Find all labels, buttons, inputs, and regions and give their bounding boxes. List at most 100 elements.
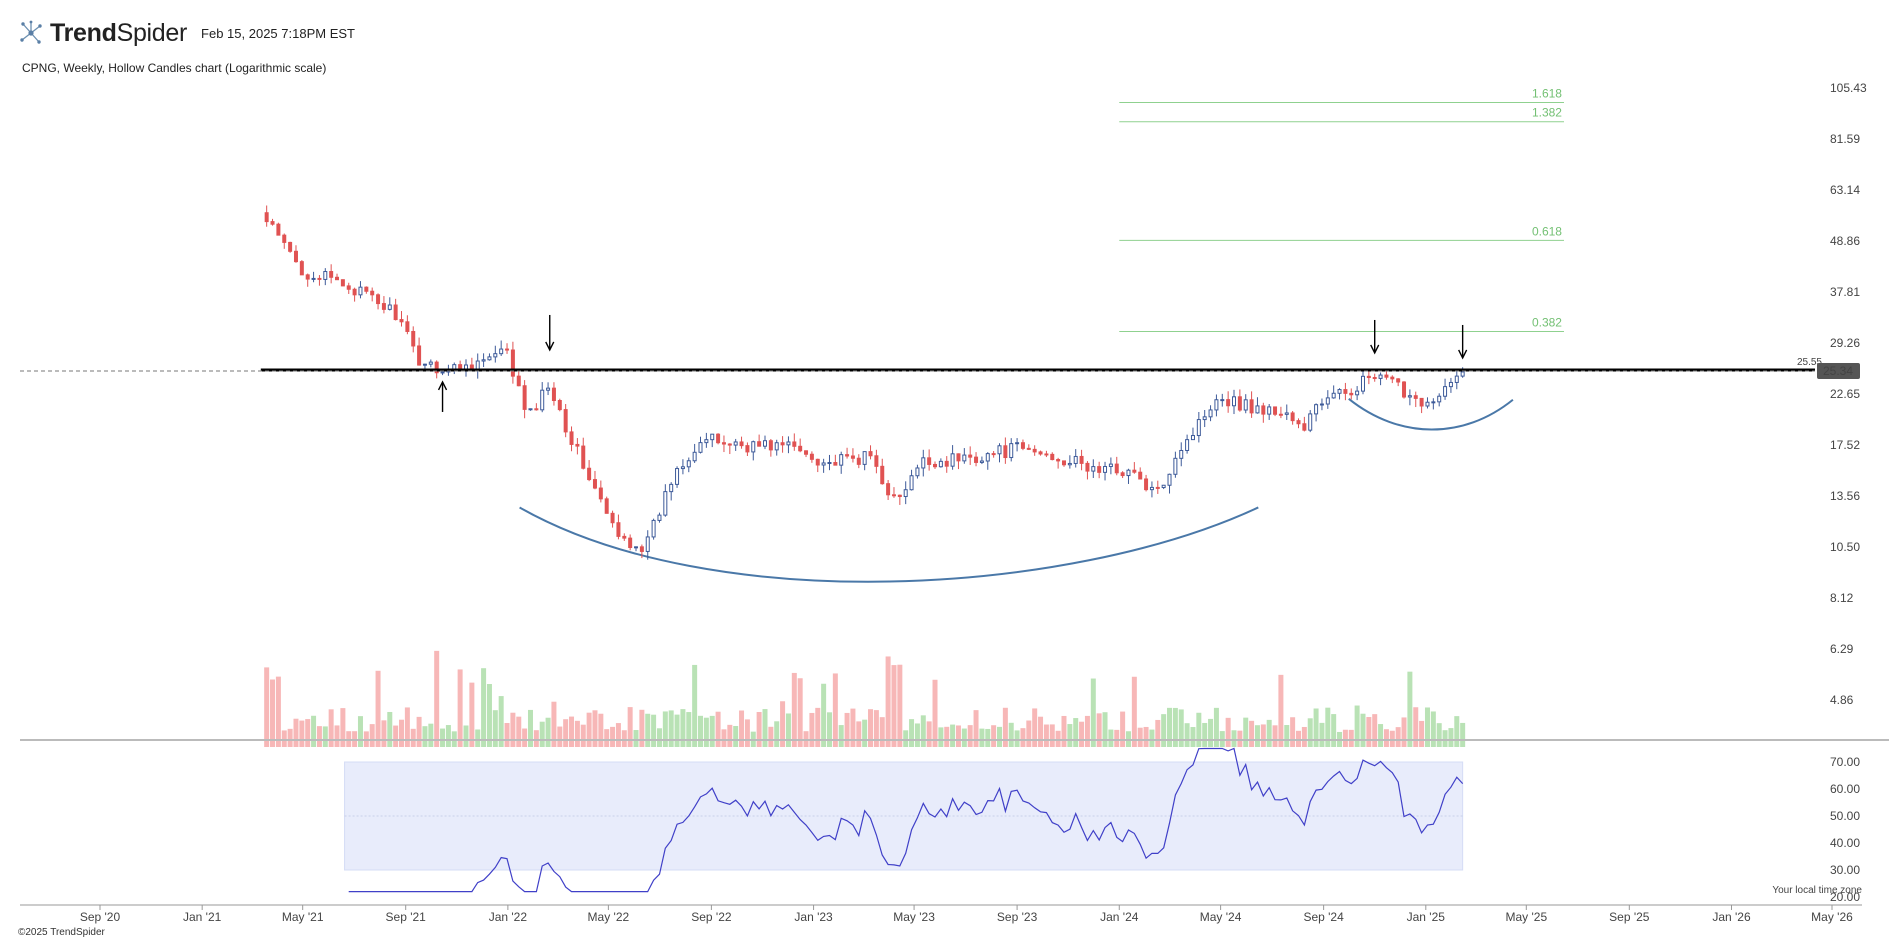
volume-bar [615,723,621,747]
candle-body [581,445,586,469]
volume-bar [1389,730,1395,747]
candle [1454,370,1459,390]
candle-body [411,330,416,347]
time-tick-label: May '23 [893,910,935,924]
volume-bar [1231,730,1237,747]
candle [276,222,281,236]
candle [938,458,943,468]
volume-bar [328,709,334,747]
candle [1079,449,1084,471]
candle-body [487,356,492,361]
candle [1261,402,1266,423]
candle-body [798,445,803,452]
candle [1425,397,1430,409]
candle-body [1044,453,1049,456]
candle-body [874,455,879,467]
candle-body [1114,463,1119,474]
candle [481,353,486,368]
volume-bar [785,713,791,747]
candle-body [1243,399,1248,411]
volume-bar [275,676,281,747]
candle-body [1437,395,1442,403]
volume-bars [264,650,1466,747]
volume-bar [1366,717,1372,747]
candle-body [434,361,439,374]
volume-bar [938,727,944,747]
candle [346,282,351,294]
time-tick-label: Jan '23 [794,910,833,924]
candle-body [364,286,369,292]
candle [1226,391,1231,413]
candle [757,434,762,447]
candle-body [1032,448,1037,453]
candle [639,544,644,559]
candle [288,241,293,253]
candle-body [440,371,445,374]
candle [1138,467,1143,480]
candle-body [1355,390,1360,396]
candle-body [1407,395,1412,398]
volume-bar [809,712,815,747]
volume-bar [1102,712,1108,747]
volume-bar [1260,724,1266,747]
candle [856,454,861,469]
candle-body [1278,413,1283,416]
volume-bar [1436,723,1442,747]
candle [1114,456,1119,476]
candle-body [499,348,504,355]
candle-body [1425,401,1430,407]
candle [868,445,873,460]
volume-bar [897,664,903,747]
candle [551,382,556,406]
candle [622,533,627,541]
candle [634,546,639,552]
candle-body [587,467,592,481]
volume-bar [428,723,434,747]
candle [1196,411,1201,443]
candle [399,311,404,327]
candle [499,340,504,356]
volume-bar [563,719,569,747]
volume-bar [299,720,305,747]
candle-body [376,294,381,305]
candle [1325,390,1330,409]
candle-body [1308,413,1313,431]
candle [1220,393,1225,407]
volume-bar [991,725,997,747]
candle [1185,434,1190,454]
candle [710,433,715,448]
rsi-band [344,761,1464,871]
candle-body [551,387,556,402]
volume-bar [627,707,633,747]
candle [739,436,744,449]
candle-body [557,400,562,411]
candle [270,218,275,226]
volume-bar [909,719,915,747]
candle [510,341,515,384]
candle-body [1155,486,1160,489]
candle [1390,375,1395,384]
chart-subtitle: CPNG, Weekly, Hollow Candles chart (Loga… [22,61,327,75]
candle-body [1372,377,1377,380]
volume-bar [1190,727,1196,747]
price-tick-label: 10.50 [1830,540,1860,554]
volume-bar [375,670,381,747]
volume-bar [985,728,991,747]
candle [675,466,680,488]
volume-bar [322,726,328,747]
candle [698,436,703,454]
volume-bar [551,701,557,747]
volume-bar [475,729,481,747]
candle-body [1173,457,1178,475]
candle [1208,405,1213,422]
candle-body [710,433,715,441]
candle-body [510,349,515,377]
candle [956,453,961,470]
volume-bar [1360,713,1366,747]
candle [927,449,932,471]
volume-bar [1143,726,1149,747]
volume-bar [756,711,762,747]
candle-body [850,455,855,459]
price-tick-label: 81.59 [1830,132,1860,146]
